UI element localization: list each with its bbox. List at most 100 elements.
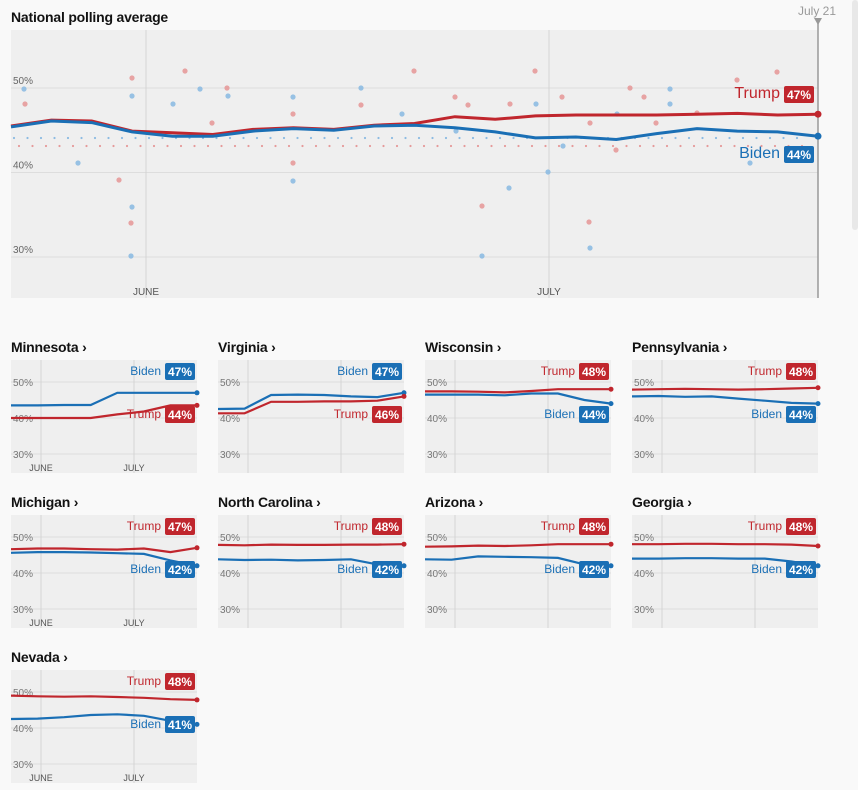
biden-poll-dot-small bbox=[714, 136, 718, 140]
trump-poll-dot-small bbox=[328, 144, 331, 148]
trump-poll-dot bbox=[465, 102, 471, 108]
state-chart: 50% 40% 30% 48% Trump 42% Biden bbox=[632, 515, 821, 628]
state-bottom-value-badge-text: 46% bbox=[375, 408, 399, 422]
biden-poll-dot bbox=[533, 101, 539, 107]
trump-poll-dot bbox=[128, 220, 134, 226]
trump-state-line bbox=[632, 386, 819, 391]
state-y-tick-label: 30% bbox=[13, 760, 33, 771]
state-bottom-value-badge: 41% bbox=[165, 716, 195, 733]
trump-state-line bbox=[218, 395, 405, 415]
trump-poll-dot-small bbox=[490, 144, 493, 148]
trump-poll-dot-small bbox=[301, 144, 304, 148]
state-title-link[interactable]: Pennsylvania › bbox=[632, 339, 728, 355]
trump-poll-dot-small bbox=[395, 144, 399, 148]
state-y-tick-label: 40% bbox=[427, 569, 447, 580]
state-y-tick-label: 50% bbox=[427, 533, 447, 544]
state-bottom-value-badge: 44% bbox=[786, 406, 816, 423]
trump-poll-dot-small bbox=[206, 144, 210, 148]
state-chart: 50% 40% 30% 48% Trump 44% Biden bbox=[632, 360, 821, 473]
state-x-tick-label: JULY bbox=[123, 463, 144, 473]
state-title-link[interactable]: Minnesota › bbox=[11, 339, 87, 355]
state-y-tick-label: 50% bbox=[634, 378, 654, 389]
state-title-link[interactable]: Georgia › bbox=[632, 494, 692, 510]
state-bottom-series-label: Biden bbox=[544, 562, 575, 576]
trump-poll-dot-small bbox=[503, 144, 507, 148]
state-bottom-value-badge-bg bbox=[372, 561, 402, 578]
biden-poll-dot-small bbox=[674, 136, 677, 140]
biden-poll-dot-small bbox=[323, 136, 326, 140]
trump-poll-dot-small bbox=[746, 144, 750, 148]
state-y-tick-label: 30% bbox=[220, 605, 240, 616]
state-y-tick-label: 40% bbox=[13, 724, 33, 735]
trump-poll-dot bbox=[452, 94, 458, 100]
state-title-link[interactable]: Arizona › bbox=[425, 494, 484, 510]
state-top-value-badge: 47% bbox=[165, 363, 195, 380]
trump-state-end-point bbox=[815, 543, 821, 549]
biden-poll-dot bbox=[453, 128, 459, 134]
trump-poll-dot bbox=[209, 120, 215, 126]
state-title-link[interactable]: Virginia › bbox=[218, 339, 276, 355]
trump-poll-dot bbox=[559, 94, 565, 100]
biden-state-line bbox=[632, 557, 819, 567]
biden-poll-dot bbox=[506, 185, 512, 191]
biden-poll-dot bbox=[747, 160, 753, 166]
page-scrollbar[interactable] bbox=[852, 0, 858, 230]
state-bottom-series-label: Trump bbox=[334, 407, 369, 421]
biden-poll-dot bbox=[129, 204, 135, 210]
national-y-tick-label: 40% bbox=[13, 161, 33, 172]
trump-poll-dot-small bbox=[193, 144, 196, 148]
state-x-tick-label: JUNE bbox=[29, 773, 53, 783]
trump-poll-dot-small bbox=[449, 144, 453, 148]
state-top-value-badge: 48% bbox=[786, 363, 816, 380]
today-marker-arrow bbox=[814, 18, 822, 25]
trump-poll-dot-small bbox=[125, 144, 129, 148]
biden-poll-dot-small bbox=[485, 136, 488, 140]
state-bottom-value-badge-bg bbox=[165, 406, 195, 423]
trump-poll-dot-small bbox=[476, 144, 480, 148]
biden-poll-dot-small bbox=[80, 136, 83, 140]
state-title-link[interactable]: North Carolina › bbox=[218, 494, 321, 510]
trump-poll-dot-small bbox=[247, 144, 250, 148]
biden-poll-dot-small bbox=[215, 136, 218, 140]
state-y-tick-label: 30% bbox=[427, 605, 447, 616]
trump-poll-dot-small bbox=[611, 144, 615, 148]
biden-poll-dot-small bbox=[336, 136, 340, 140]
biden-state-end-point bbox=[815, 563, 821, 569]
biden-poll-dot-small bbox=[242, 136, 245, 140]
biden-poll-dot-small bbox=[795, 136, 799, 140]
state-y-tick-label: 30% bbox=[427, 450, 447, 461]
state-chart: 50% 40% 30% 47% Biden 46% Trump bbox=[218, 360, 407, 473]
biden-poll-dot-small bbox=[390, 136, 394, 140]
state-title-link[interactable]: Nevada › bbox=[11, 649, 68, 665]
trump-state-line bbox=[632, 542, 819, 548]
biden-poll-dot-small bbox=[161, 136, 164, 140]
state-top-value-badge: 48% bbox=[579, 518, 609, 535]
biden-poll-dot-small bbox=[741, 136, 745, 140]
state-bottom-series-label: Biden bbox=[544, 407, 575, 421]
state-x-tick-label: JUNE bbox=[29, 618, 53, 628]
trump-state-line bbox=[425, 388, 611, 394]
trump-poll-dot-small bbox=[220, 144, 223, 148]
trump-poll-dot-small bbox=[260, 144, 264, 148]
trump-poll-dot-small bbox=[409, 144, 412, 148]
biden-poll-dot-small bbox=[782, 136, 785, 140]
trump-poll-dot bbox=[627, 85, 633, 91]
state-top-series-label: Trump bbox=[127, 519, 162, 533]
trump-state-line bbox=[218, 543, 405, 547]
trump-state-end-point bbox=[194, 402, 200, 408]
trump-poll-dot-small bbox=[17, 144, 21, 148]
state-top-value-badge-bg bbox=[786, 518, 816, 535]
trump-poll-dot-small bbox=[341, 144, 345, 148]
state-bottom-series-label: Biden bbox=[751, 407, 782, 421]
state-title-link[interactable]: Michigan › bbox=[11, 494, 79, 510]
trump-poll-dot bbox=[411, 68, 417, 74]
biden-poll-dot bbox=[128, 253, 134, 259]
biden-poll-dot-small bbox=[512, 136, 515, 140]
trump-average-line bbox=[10, 111, 819, 137]
state-title-link[interactable]: Wisconsin › bbox=[425, 339, 502, 355]
biden-state-end-point bbox=[815, 401, 821, 407]
state-bottom-value-badge: 42% bbox=[372, 561, 402, 578]
trump-poll-dot-small bbox=[44, 144, 48, 148]
biden-poll-dot bbox=[358, 85, 364, 91]
state-bottom-value-badge-bg bbox=[786, 406, 816, 423]
